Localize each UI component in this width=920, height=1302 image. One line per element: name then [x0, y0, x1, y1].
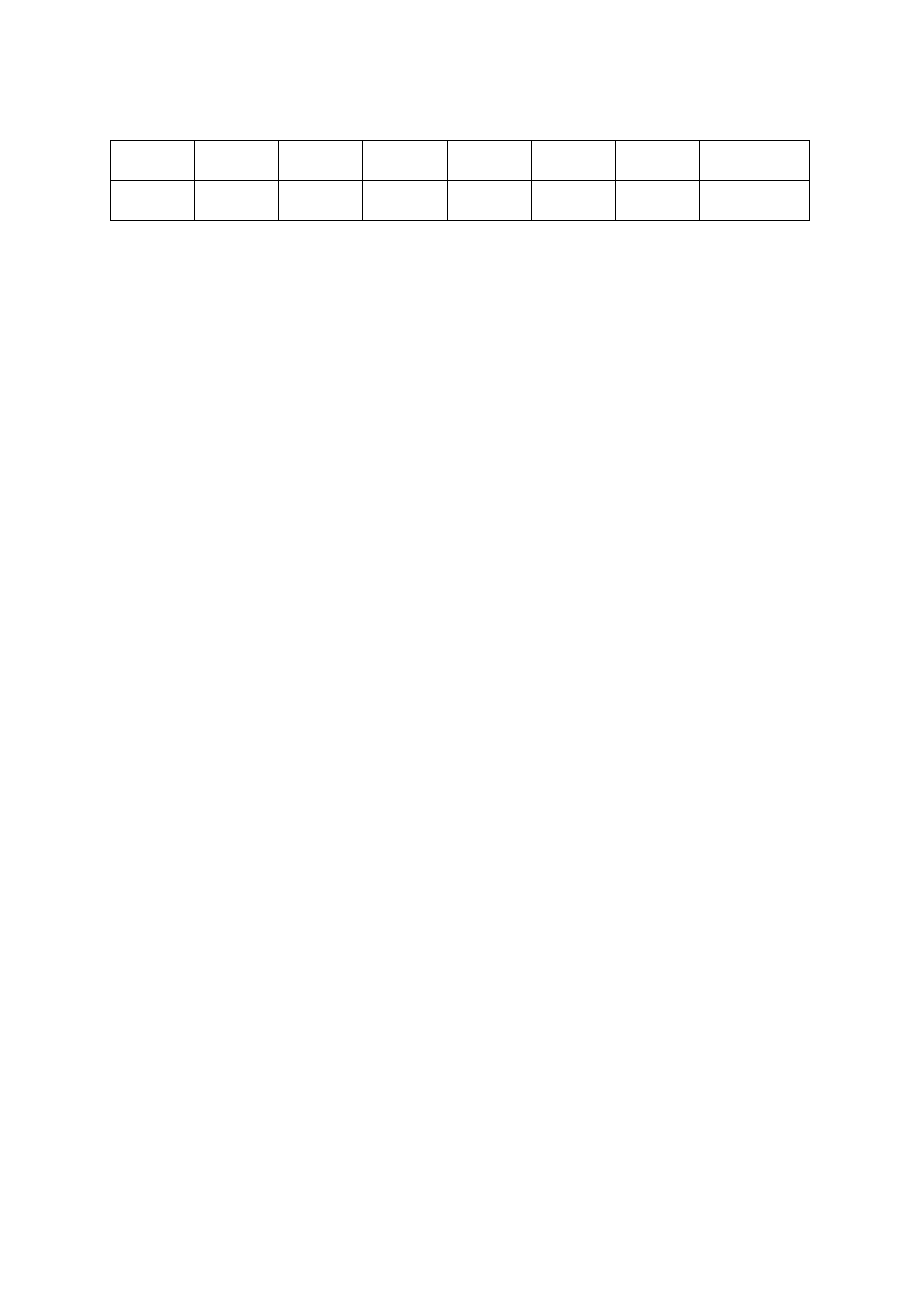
score-col: [195, 141, 279, 181]
score-cell: [531, 181, 615, 221]
score-cell: [195, 181, 279, 221]
score-cell: [447, 181, 531, 221]
score-cell: [363, 181, 447, 221]
score-col: [279, 141, 363, 181]
score-col: [447, 141, 531, 181]
score-col-total: [700, 141, 810, 181]
pinwheel-diagram: [684, 838, 802, 946]
score-table: [110, 140, 810, 221]
score-col: [531, 141, 615, 181]
score-row-label: [111, 181, 195, 221]
score-cell: [615, 181, 699, 221]
score-header-label: [111, 141, 195, 181]
score-col: [363, 141, 447, 181]
score-col: [615, 141, 699, 181]
score-cell: [279, 181, 363, 221]
clock-diagram: [680, 636, 800, 756]
score-cell: [700, 181, 810, 221]
part-title: [110, 261, 810, 281]
